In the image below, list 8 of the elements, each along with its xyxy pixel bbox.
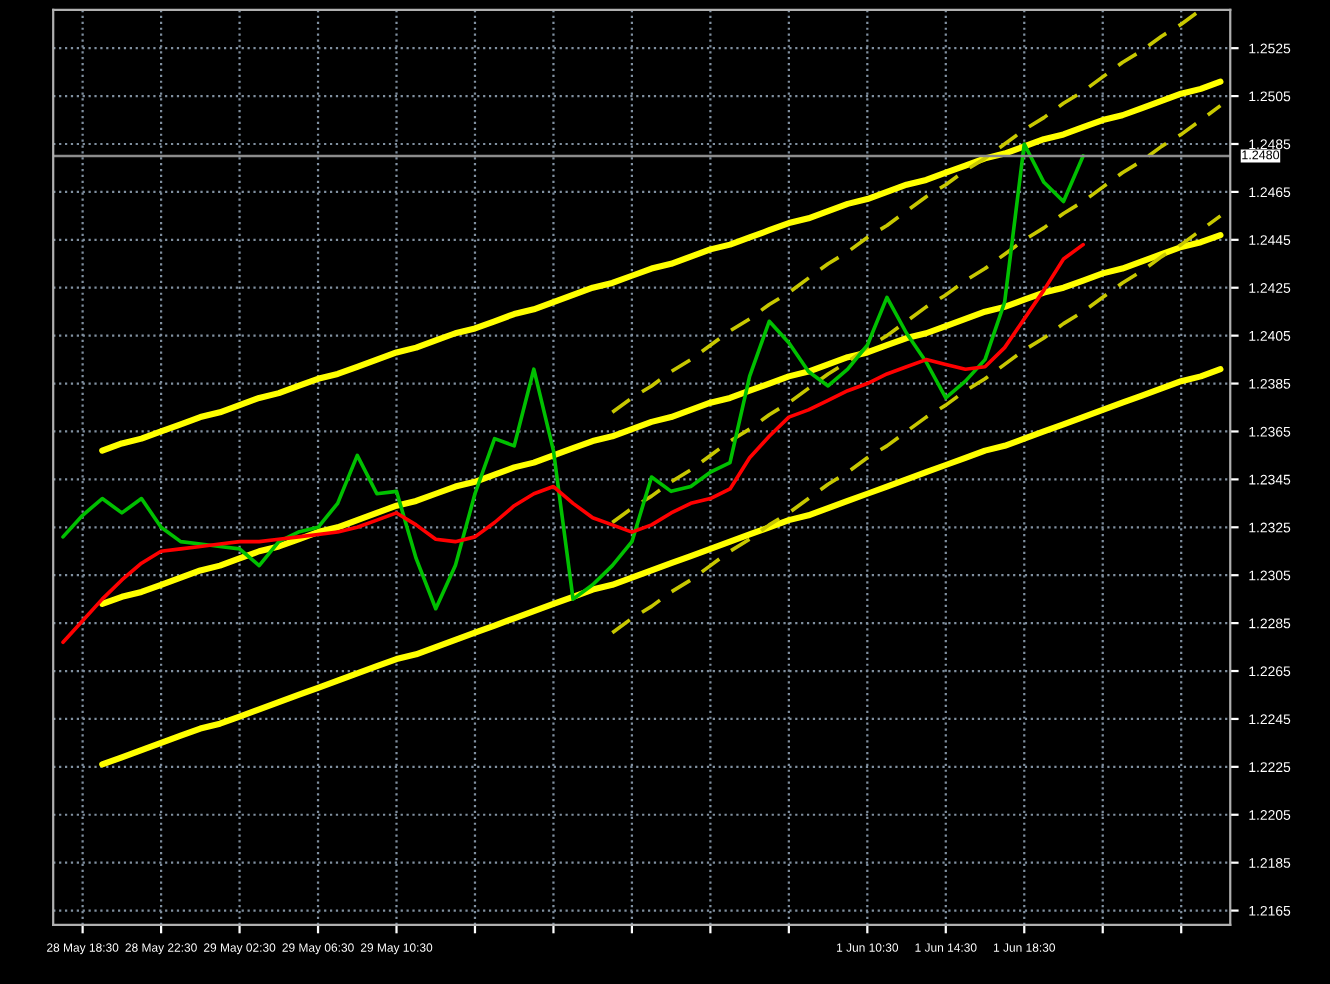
line-series (99, 231, 1224, 608)
line-series (610, 214, 1223, 635)
line-series (61, 242, 1085, 645)
line-series (610, 103, 1223, 525)
line-series (61, 142, 1085, 611)
line-series (610, 9, 1203, 415)
line-series (99, 366, 1224, 768)
line-series (99, 78, 1224, 454)
